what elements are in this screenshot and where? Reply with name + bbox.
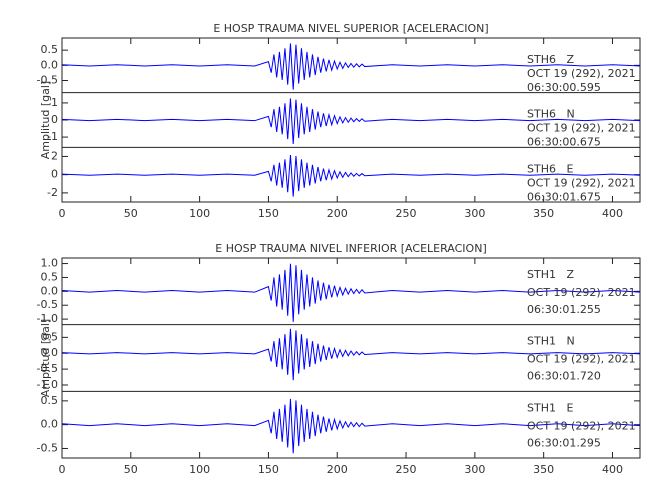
x-tick-label: 350	[533, 207, 554, 220]
y-tick-label: -0.5	[37, 441, 58, 454]
station-time: 06:30:01.255	[527, 303, 601, 316]
y-tick-label: 0.5	[41, 394, 59, 407]
station-station: STH1 E	[527, 401, 573, 414]
y-tick-label: -1.0	[37, 378, 58, 391]
y-tick-label: -1	[47, 130, 58, 143]
x-tick-label: 0	[59, 207, 66, 220]
y-axis-label: Amplitud [gal]	[39, 81, 52, 159]
station-date: OCT 19 (292), 2021	[527, 286, 636, 299]
station-date: OCT 19 (292), 2021	[527, 353, 636, 366]
station-date: OCT 19 (292), 2021	[527, 122, 636, 135]
y-tick-label: 0	[51, 168, 58, 181]
chart-title: E HOSP TRAUMA NIVEL INFERIOR [ACELERACIO…	[215, 242, 486, 255]
station-time: 06:30:01.675	[527, 190, 601, 203]
y-tick-label: 0.5	[41, 43, 59, 56]
y-tick-label: 0.0	[41, 346, 59, 359]
y-tick-label: 1.0	[41, 257, 59, 270]
chart-title: E HOSP TRAUMA NIVEL SUPERIOR [ACELERACIO…	[213, 22, 488, 35]
y-tick-label: -1.0	[37, 312, 58, 325]
station-time: 06:30:01.295	[527, 436, 601, 449]
waveform	[61, 154, 641, 197]
station-time: 06:30:01.720	[527, 370, 601, 383]
x-tick-label: 150	[258, 207, 279, 220]
y-tick-label: 0	[51, 113, 58, 126]
y-tick-label: -0.5	[37, 298, 58, 311]
plot-frame	[61, 257, 641, 459]
x-tick-label: 300	[464, 207, 485, 220]
y-axis-label: Amplitud [gal]	[39, 319, 52, 397]
station-station: STH6 Z	[527, 53, 574, 66]
y-tick-label: -0.5	[37, 74, 58, 87]
station-date: OCT 19 (292), 2021	[527, 419, 636, 432]
y-tick-label: 1	[51, 96, 58, 109]
station-time: 06:30:00.595	[527, 81, 601, 94]
y-tick-label: -0.5	[37, 362, 58, 375]
station-station: STH6 E	[527, 162, 573, 175]
waveform	[61, 98, 641, 144]
station-station: STH6 N	[527, 108, 575, 121]
x-tick-label: 300	[464, 463, 485, 476]
x-tick-label: 150	[258, 463, 279, 476]
x-tick-label: 400	[602, 207, 623, 220]
x-tick-label: 200	[327, 463, 348, 476]
y-tick-label: 0.0	[41, 418, 59, 431]
station-time: 06:30:00.675	[527, 136, 601, 149]
waveform	[61, 398, 641, 454]
y-tick-label: 0.0	[41, 58, 59, 71]
y-tick-label: 0.5	[41, 330, 59, 343]
waveform	[61, 43, 641, 90]
y-tick-label: 0.5	[41, 270, 59, 283]
x-tick-label: 250	[396, 463, 417, 476]
station-date: OCT 19 (292), 2021	[527, 176, 636, 189]
y-tick-label: 2	[51, 149, 58, 162]
waveform	[61, 328, 641, 381]
x-tick-label: 100	[189, 463, 210, 476]
x-tick-label: 0	[59, 463, 66, 476]
waveform	[61, 263, 641, 322]
station-station: STH1 N	[527, 335, 575, 348]
y-tick-label: 0.0	[41, 284, 59, 297]
x-tick-label: 50	[124, 463, 138, 476]
station-station: STH1 Z	[527, 268, 574, 281]
x-tick-label: 100	[189, 207, 210, 220]
x-tick-label: 200	[327, 207, 348, 220]
x-tick-label: 250	[396, 207, 417, 220]
x-tick-label: 400	[602, 463, 623, 476]
y-tick-label: -2	[47, 186, 58, 199]
x-tick-label: 50	[124, 207, 138, 220]
station-date: OCT 19 (292), 2021	[527, 67, 636, 80]
x-tick-label: 350	[533, 463, 554, 476]
